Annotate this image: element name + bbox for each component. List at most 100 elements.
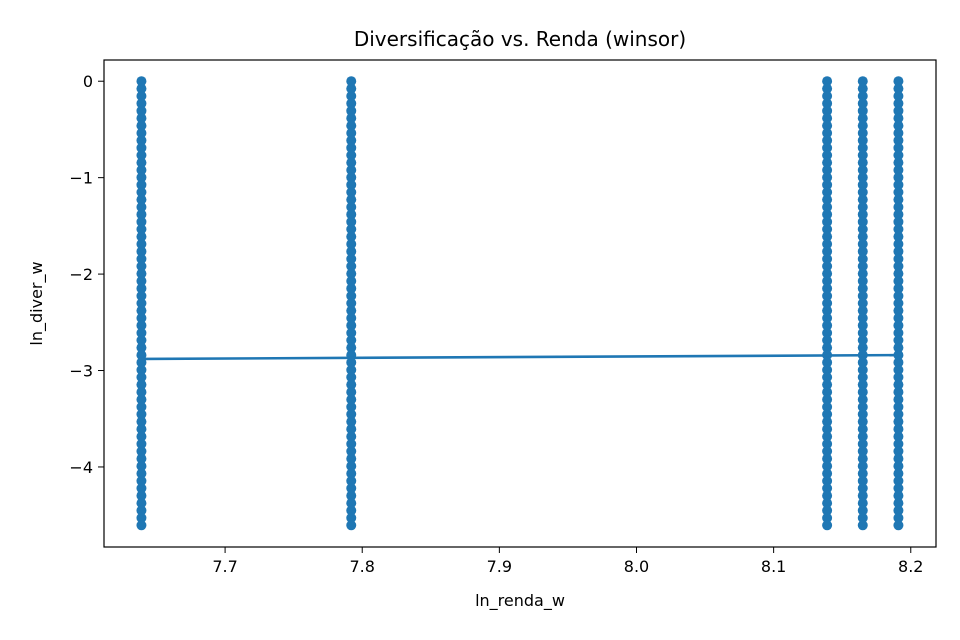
scatter-point	[857, 246, 868, 257]
scatter-point	[136, 379, 147, 390]
scatter-point	[136, 150, 147, 161]
scatter-point	[136, 372, 147, 383]
scatter-point	[893, 209, 904, 220]
scatter-point	[857, 283, 868, 294]
scatter-point	[893, 498, 904, 509]
scatter-point	[893, 179, 904, 190]
scatter-point	[136, 438, 147, 449]
y-axis-label: ln_diver_w	[27, 261, 47, 345]
scatter-point	[857, 401, 868, 412]
scatter-point	[893, 246, 904, 257]
scatter-point	[136, 268, 147, 279]
scatter-point	[822, 276, 833, 287]
scatter-point	[346, 150, 357, 161]
scatter-point	[893, 194, 904, 205]
scatter-point	[346, 475, 357, 486]
scatter-point	[857, 98, 868, 109]
scatter-point	[857, 142, 868, 153]
scatter-point	[346, 135, 357, 146]
scatter-point	[346, 231, 357, 242]
scatter-point	[822, 261, 833, 272]
scatter-column-2	[822, 76, 833, 531]
scatter-point	[857, 231, 868, 242]
scatter-point	[346, 172, 357, 183]
scatter-point	[857, 224, 868, 235]
scatter-point	[136, 505, 147, 516]
scatter-point	[346, 342, 357, 353]
scatter-point	[822, 520, 833, 531]
scatter-point	[822, 135, 833, 146]
scatter-point	[893, 438, 904, 449]
scatter-point	[136, 91, 147, 102]
scatter-point	[136, 246, 147, 257]
scatter-point	[346, 394, 357, 405]
scatter-point	[822, 172, 833, 183]
scatter-point	[136, 335, 147, 346]
scatter-point	[893, 202, 904, 213]
y-tick-label: −2	[69, 265, 93, 284]
scatter-point	[857, 446, 868, 457]
scatter-point	[346, 387, 357, 398]
scatter-point	[893, 224, 904, 235]
scatter-point	[857, 468, 868, 479]
x-tick-label: 8.1	[761, 557, 786, 576]
scatter-point	[346, 468, 357, 479]
scatter-point	[893, 98, 904, 109]
scatter-point	[822, 187, 833, 198]
scatter-point	[893, 105, 904, 116]
scatter-point	[822, 128, 833, 139]
fit-line	[141, 353, 899, 361]
plot-frame	[103, 59, 937, 548]
scatter-point	[857, 364, 868, 375]
scatter-point	[893, 216, 904, 227]
scatter-point	[136, 416, 147, 427]
scatter-point	[857, 498, 868, 509]
scatter-point	[822, 246, 833, 257]
scatter-point	[136, 520, 147, 531]
scatter-point	[893, 379, 904, 390]
scatter-point	[822, 313, 833, 324]
scatter-point	[822, 357, 833, 368]
scatter-point	[346, 409, 357, 420]
scatter-point	[822, 387, 833, 398]
chart-title: Diversificação vs. Renda (winsor)	[354, 27, 686, 51]
scatter-point	[136, 209, 147, 220]
scatter-point	[346, 179, 357, 190]
scatter-point	[822, 483, 833, 494]
scatter-point	[893, 320, 904, 331]
scatter-point	[857, 379, 868, 390]
scatter-point	[346, 276, 357, 287]
scatter-point	[346, 505, 357, 516]
scatter-point	[136, 298, 147, 309]
y-tick-label: −3	[69, 362, 93, 381]
scatter-point	[822, 157, 833, 168]
scatter-point	[822, 335, 833, 346]
scatter-point	[857, 187, 868, 198]
scatter-point	[136, 83, 147, 94]
scatter-point	[857, 128, 868, 139]
scatter-point	[822, 490, 833, 501]
scatter-column-0	[136, 76, 147, 531]
scatter-point	[346, 202, 357, 213]
scatter-point	[893, 453, 904, 464]
scatter-point	[136, 172, 147, 183]
x-tick-label: 7.9	[487, 557, 512, 576]
scatter-point	[136, 216, 147, 227]
scatter-point	[136, 446, 147, 457]
scatter-point	[136, 165, 147, 176]
scatter-point	[893, 150, 904, 161]
scatter-point	[857, 298, 868, 309]
scatter-point	[857, 268, 868, 279]
scatter-point	[346, 187, 357, 198]
scatter-point	[822, 475, 833, 486]
scatter-point	[136, 194, 147, 205]
scatter-point	[136, 179, 147, 190]
scatter-point	[136, 483, 147, 494]
scatter-point	[136, 135, 147, 146]
scatter-point	[893, 512, 904, 523]
scatter-point	[822, 216, 833, 227]
scatter-point	[822, 298, 833, 309]
scatter-point	[857, 453, 868, 464]
scatter-point	[346, 113, 357, 124]
scatter-point	[857, 91, 868, 102]
